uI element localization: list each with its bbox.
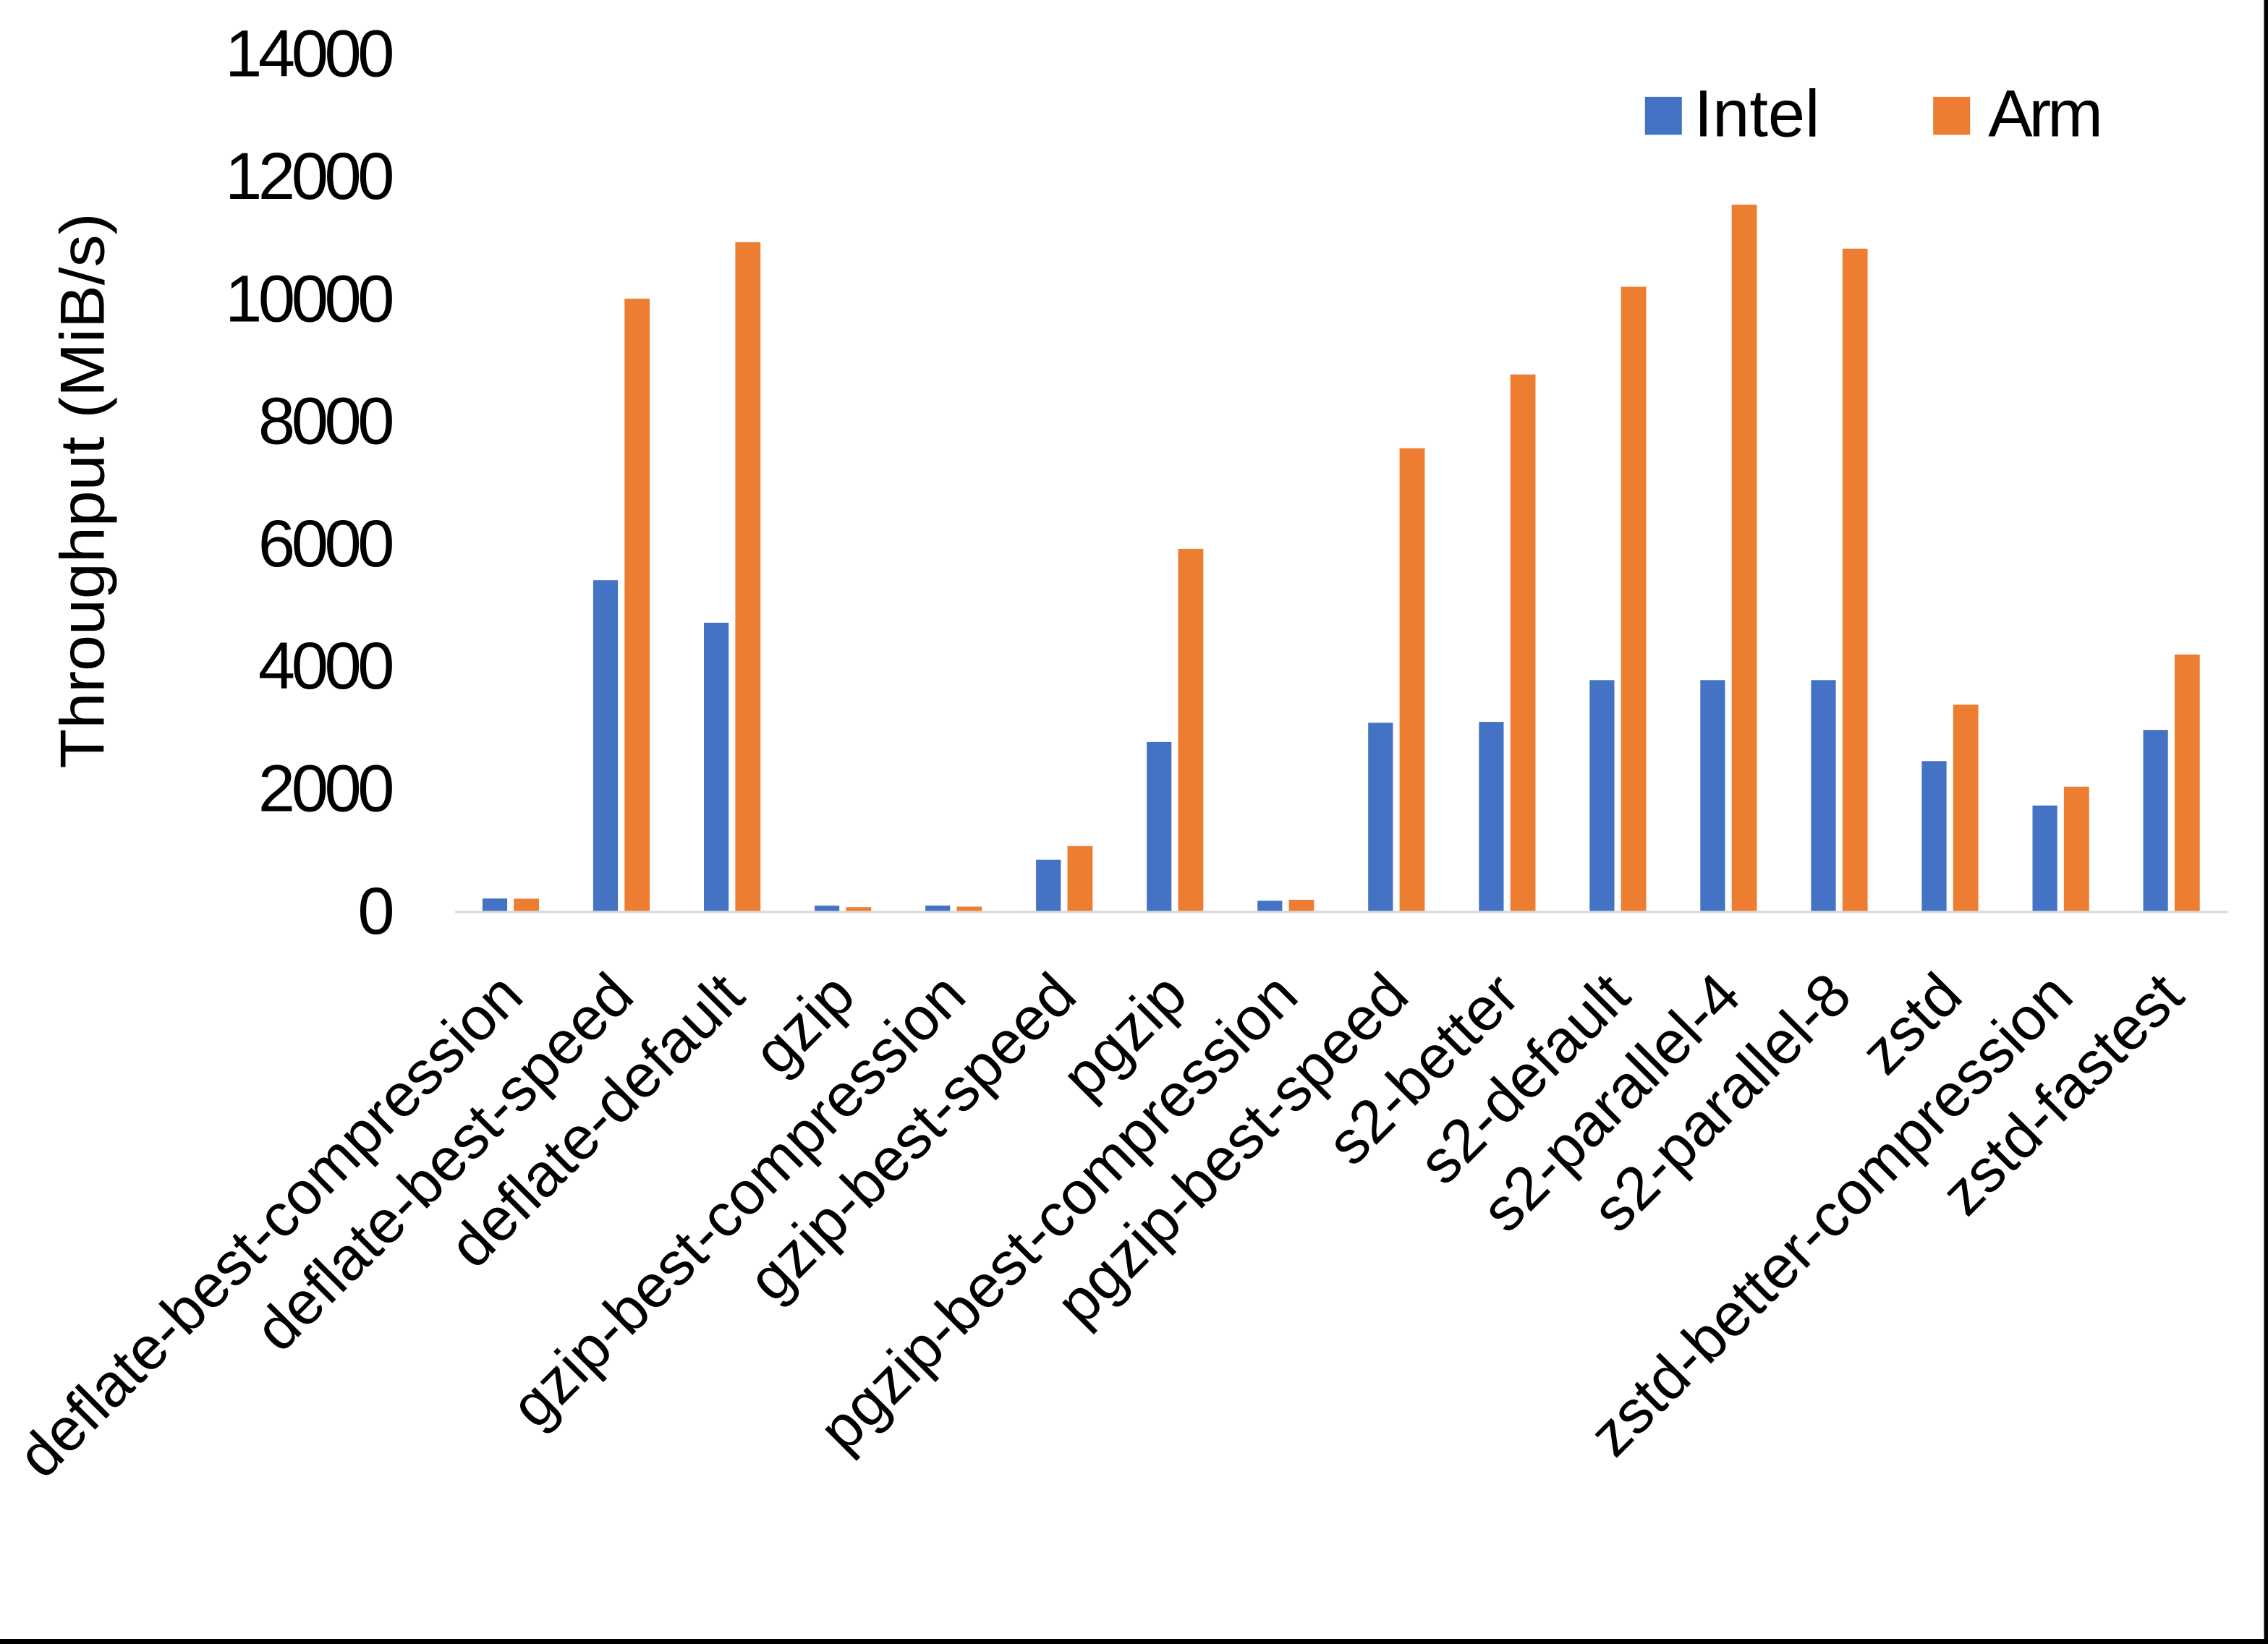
svg-text:4000: 4000 <box>258 629 392 703</box>
svg-text:10000: 10000 <box>225 262 392 336</box>
svg-text:12000: 12000 <box>225 140 392 213</box>
svg-text:Throughput (MiB/s): Throughput (MiB/s) <box>48 213 118 768</box>
svg-text:2000: 2000 <box>258 752 392 826</box>
svg-text:Intel: Intel <box>1694 77 1820 151</box>
svg-text:6000: 6000 <box>258 507 392 581</box>
svg-text:Arm: Arm <box>1988 77 2099 151</box>
svg-text:0: 0 <box>357 874 394 948</box>
svg-text:8000: 8000 <box>258 385 392 459</box>
svg-text:14000: 14000 <box>225 17 392 91</box>
